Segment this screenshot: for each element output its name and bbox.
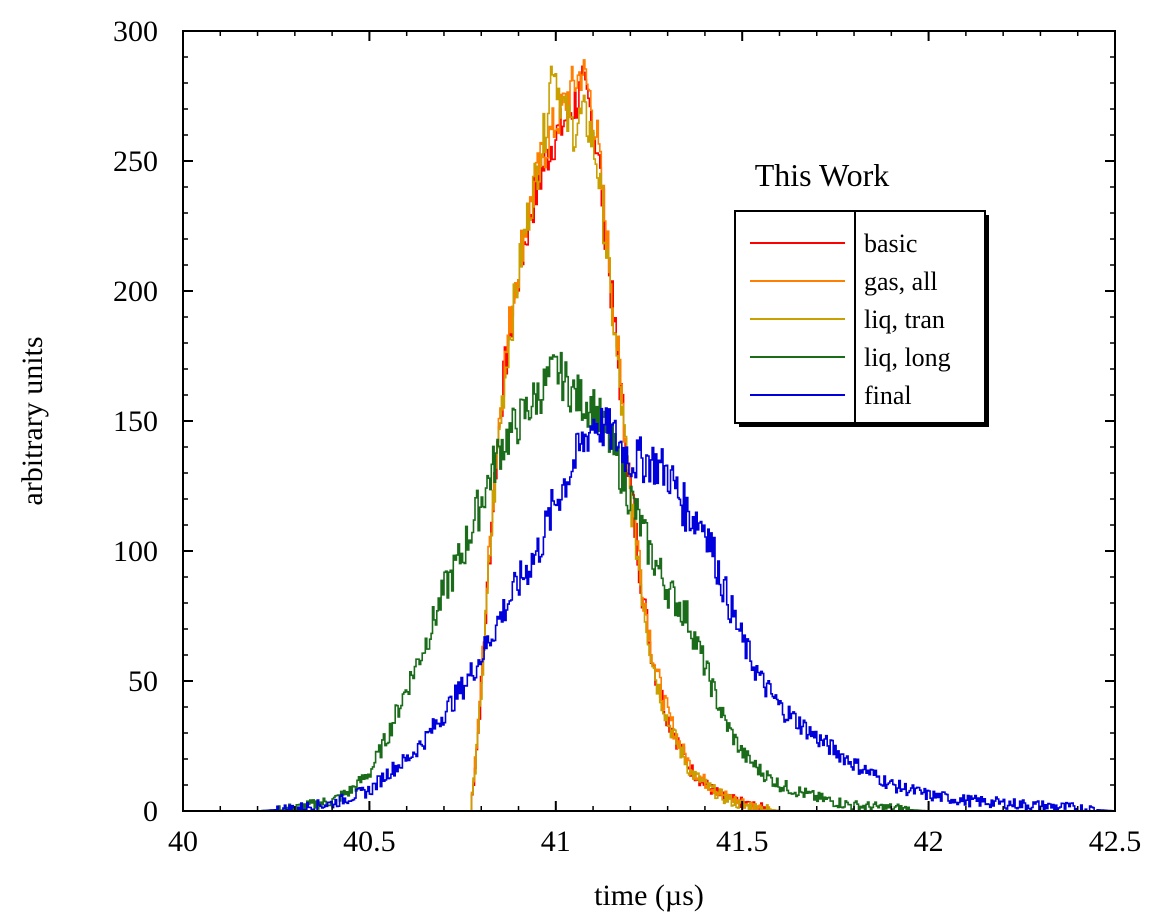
x-axis-title: time (µs) [594,879,704,912]
x-tick-label: 42 [914,825,944,858]
series-line-4 [257,407,1116,812]
y-tick-label: 0 [143,795,158,828]
x-tick-label: 41.5 [716,825,769,858]
y-tick-label: 200 [113,275,158,308]
legend: This Work basic gas, all liq, tran liq, lon… [734,157,989,427]
series-layer [257,59,1116,812]
y-axis-title: arbitrary units [16,336,49,505]
series-line-2 [470,65,781,812]
legend-label: liq, tran [864,305,945,334]
y-tick-label: 150 [113,405,158,438]
legend-label: final [864,381,912,410]
legend-label: basic [864,229,917,258]
x-tick-label: 42.5 [1089,825,1142,858]
x-tick-label: 41 [541,825,571,858]
y-tick-label: 250 [113,145,158,178]
x-tick-label: 40 [168,825,198,858]
x-tick-label: 40.5 [343,825,396,858]
y-tick-label: 50 [128,665,158,698]
legend-items: basic gas, all liq, tran liq, long final [750,229,951,410]
series-line-3 [257,351,930,812]
y-tick-label: 300 [113,15,158,48]
legend-label: gas, all [864,267,938,296]
legend-label: liq, long [864,343,951,372]
legend-title: This Work [755,157,890,193]
y-tick-label: 100 [113,535,158,568]
ticks-layer: 40 40.5 41 41.5 42 42.5 0 50 100 150 200 250 300 [113,15,1141,858]
legend-box [734,210,986,424]
